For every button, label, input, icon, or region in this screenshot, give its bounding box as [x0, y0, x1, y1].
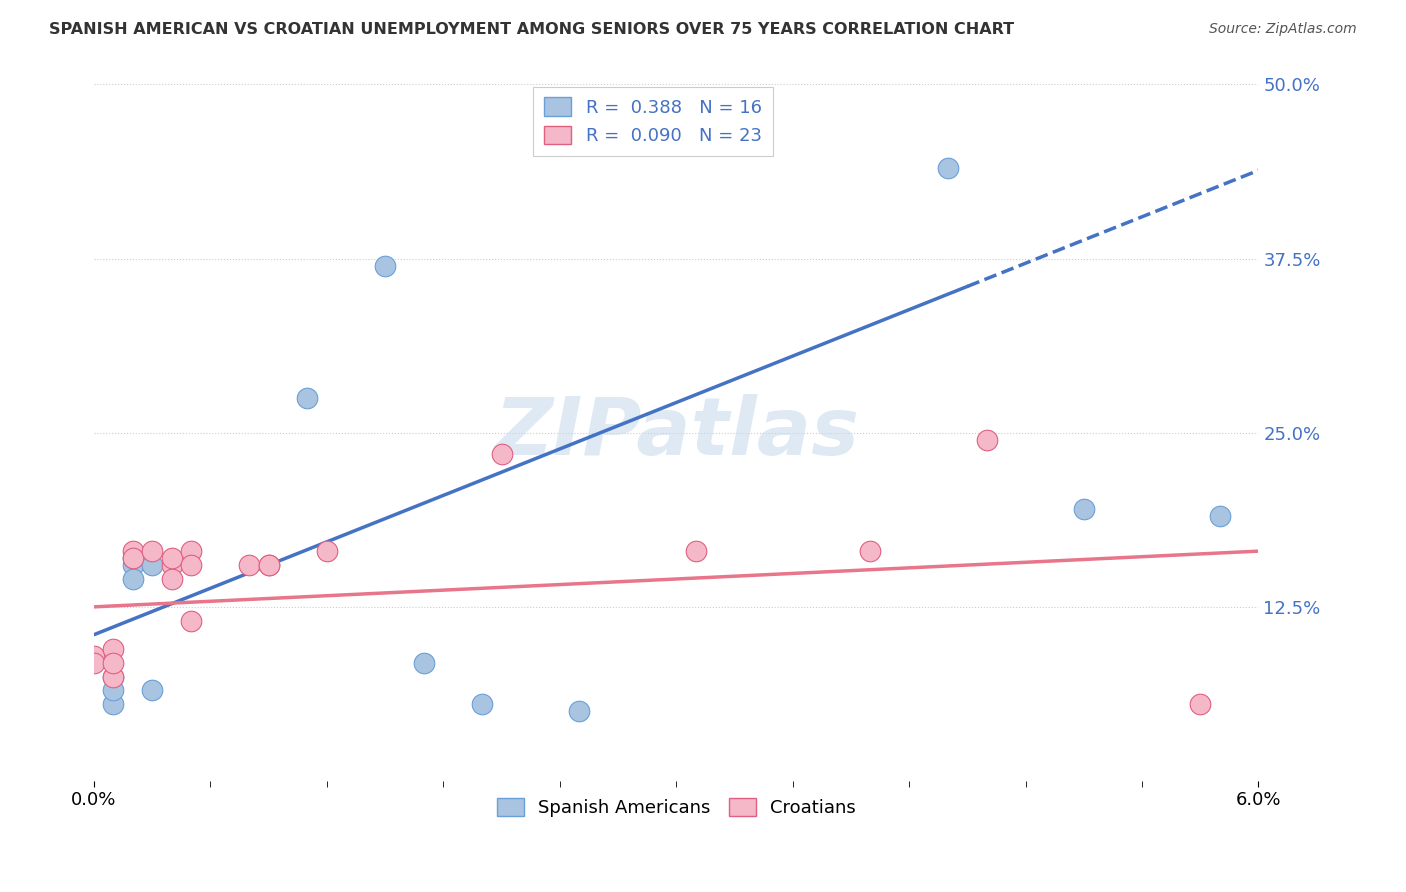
Point — [1208, 509, 1230, 524]
Point — [121, 558, 143, 572]
Point — [1073, 502, 1095, 516]
Legend: Spanish Americans, Croatians: Spanish Americans, Croatians — [489, 790, 863, 824]
Point — [257, 558, 280, 572]
Point — [180, 544, 202, 558]
Text: SPANISH AMERICAN VS CROATIAN UNEMPLOYMENT AMONG SENIORS OVER 75 YEARS CORRELATIO: SPANISH AMERICAN VS CROATIAN UNEMPLOYMEN… — [49, 22, 1014, 37]
Point — [103, 669, 125, 683]
Point — [568, 704, 591, 718]
Text: Source: ZipAtlas.com: Source: ZipAtlas.com — [1209, 22, 1357, 37]
Point — [103, 669, 125, 683]
Point — [374, 259, 396, 273]
Point — [976, 433, 998, 447]
Point — [121, 551, 143, 566]
Point — [685, 544, 707, 558]
Point — [121, 551, 143, 566]
Point — [141, 558, 163, 572]
Point — [257, 558, 280, 572]
Point — [141, 544, 163, 558]
Point — [297, 391, 319, 405]
Point — [103, 683, 125, 698]
Point — [315, 544, 337, 558]
Point — [160, 558, 183, 572]
Point — [160, 572, 183, 586]
Point — [160, 551, 183, 566]
Text: ZIPatlas: ZIPatlas — [494, 393, 859, 472]
Point — [141, 683, 163, 698]
Point — [121, 572, 143, 586]
Point — [103, 641, 125, 656]
Point — [83, 656, 105, 670]
Point — [103, 656, 125, 670]
Point — [83, 648, 105, 663]
Point — [121, 544, 143, 558]
Point — [936, 161, 959, 175]
Point — [491, 447, 513, 461]
Point — [471, 698, 494, 712]
Point — [180, 614, 202, 628]
Point — [180, 558, 202, 572]
Point — [859, 544, 882, 558]
Point — [412, 656, 434, 670]
Point — [1189, 698, 1212, 712]
Point — [103, 698, 125, 712]
Point — [238, 558, 260, 572]
